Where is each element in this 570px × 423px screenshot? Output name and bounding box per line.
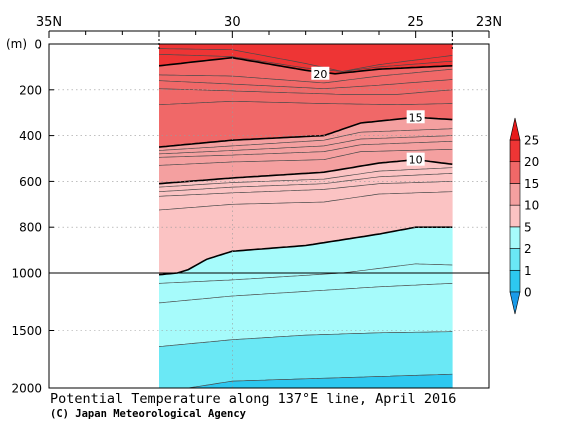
depth-gridlines bbox=[49, 44, 489, 388]
depth-axis: 0 200 400 600 800 1000 1500 2000 bbox=[11, 38, 54, 396]
isotherm-line bbox=[159, 331, 453, 347]
isotherm-line bbox=[159, 48, 453, 72]
contour-label-background bbox=[311, 66, 330, 80]
chart-title: Potential Temperature along 137°E line, … bbox=[50, 391, 456, 407]
colorbar-level-label: 20 bbox=[524, 155, 539, 169]
depth-tick-label: 1500 bbox=[11, 324, 42, 338]
isotherm-line bbox=[159, 191, 453, 211]
depth-tick-label: 800 bbox=[19, 221, 42, 235]
contour-label: 20 bbox=[313, 68, 327, 81]
depth-tick-label: 0 bbox=[34, 38, 42, 52]
depth-tick-label: 200 bbox=[19, 83, 42, 97]
isotherm-line bbox=[159, 140, 453, 158]
colorbar-max-extension bbox=[509, 117, 521, 141]
isotherm-line bbox=[159, 56, 453, 75]
colorbar-segment bbox=[509, 226, 521, 249]
isotherm-line bbox=[159, 283, 453, 304]
isotherm-lines bbox=[159, 48, 453, 388]
isotherm-line bbox=[159, 263, 453, 284]
colorbar-segment bbox=[509, 269, 521, 293]
contour-labels: 20 15 10 bbox=[311, 66, 425, 167]
colorbar-level-label: 10 bbox=[524, 199, 539, 213]
depth-tick-label: 1000 bbox=[11, 267, 42, 281]
colorbar-level-label: 2 bbox=[524, 242, 532, 256]
colorbar-segment bbox=[509, 183, 521, 206]
colorbar-level-label: 15 bbox=[524, 177, 539, 191]
contour-label-background bbox=[406, 110, 425, 124]
latitude-tick-label: 30 bbox=[224, 15, 241, 30]
colorbar-segment bbox=[509, 204, 521, 228]
colorbar-segment bbox=[509, 139, 521, 163]
colorbar-min-extension bbox=[509, 291, 521, 315]
depth-tick-label: 600 bbox=[19, 175, 42, 189]
isotherm-line bbox=[159, 100, 453, 106]
depth-unit-label: (m) bbox=[6, 37, 27, 51]
contour-label: 15 bbox=[409, 111, 423, 124]
isotherm-line bbox=[159, 135, 453, 155]
colorbar-segment bbox=[509, 248, 521, 271]
contour-label-background bbox=[406, 152, 425, 166]
colorbar-level-label: 5 bbox=[524, 220, 532, 234]
colorbar-level-label: 0 bbox=[524, 286, 532, 300]
isotherm-line bbox=[159, 88, 453, 95]
latitude-axis: 35N 30 25 23N bbox=[36, 15, 502, 50]
isotherm-line bbox=[159, 167, 453, 188]
isotherm-line bbox=[159, 79, 453, 90]
isotherm-line bbox=[159, 68, 453, 84]
depth-tick-label: 2000 bbox=[11, 382, 42, 396]
latitude-tick-label: 23N bbox=[476, 15, 502, 30]
temperature-shading bbox=[159, 44, 453, 388]
colorbar-level-label: 25 bbox=[524, 134, 539, 148]
isotherm-line bbox=[159, 173, 453, 193]
isotherm-line bbox=[159, 53, 453, 72]
contour-label: 10 bbox=[409, 154, 423, 167]
latitude-tick-label: 35N bbox=[36, 15, 62, 30]
colorbar-segment bbox=[509, 161, 521, 184]
isotherm-line bbox=[159, 373, 453, 388]
isotherm-line bbox=[159, 148, 453, 166]
plot-frame bbox=[48, 43, 490, 389]
isotherm-line bbox=[159, 116, 453, 148]
isotherm-line bbox=[159, 128, 453, 151]
isotherm-line bbox=[159, 158, 453, 185]
isotherm-line bbox=[159, 226, 453, 276]
colorbar-level-label: 1 bbox=[524, 264, 532, 278]
depth-tick-label: 400 bbox=[19, 129, 42, 143]
latitude-tick-label: 25 bbox=[407, 15, 424, 30]
copyright-credit: (C) Japan Meteorological Agency bbox=[50, 408, 247, 420]
isotherm-line bbox=[159, 181, 453, 197]
